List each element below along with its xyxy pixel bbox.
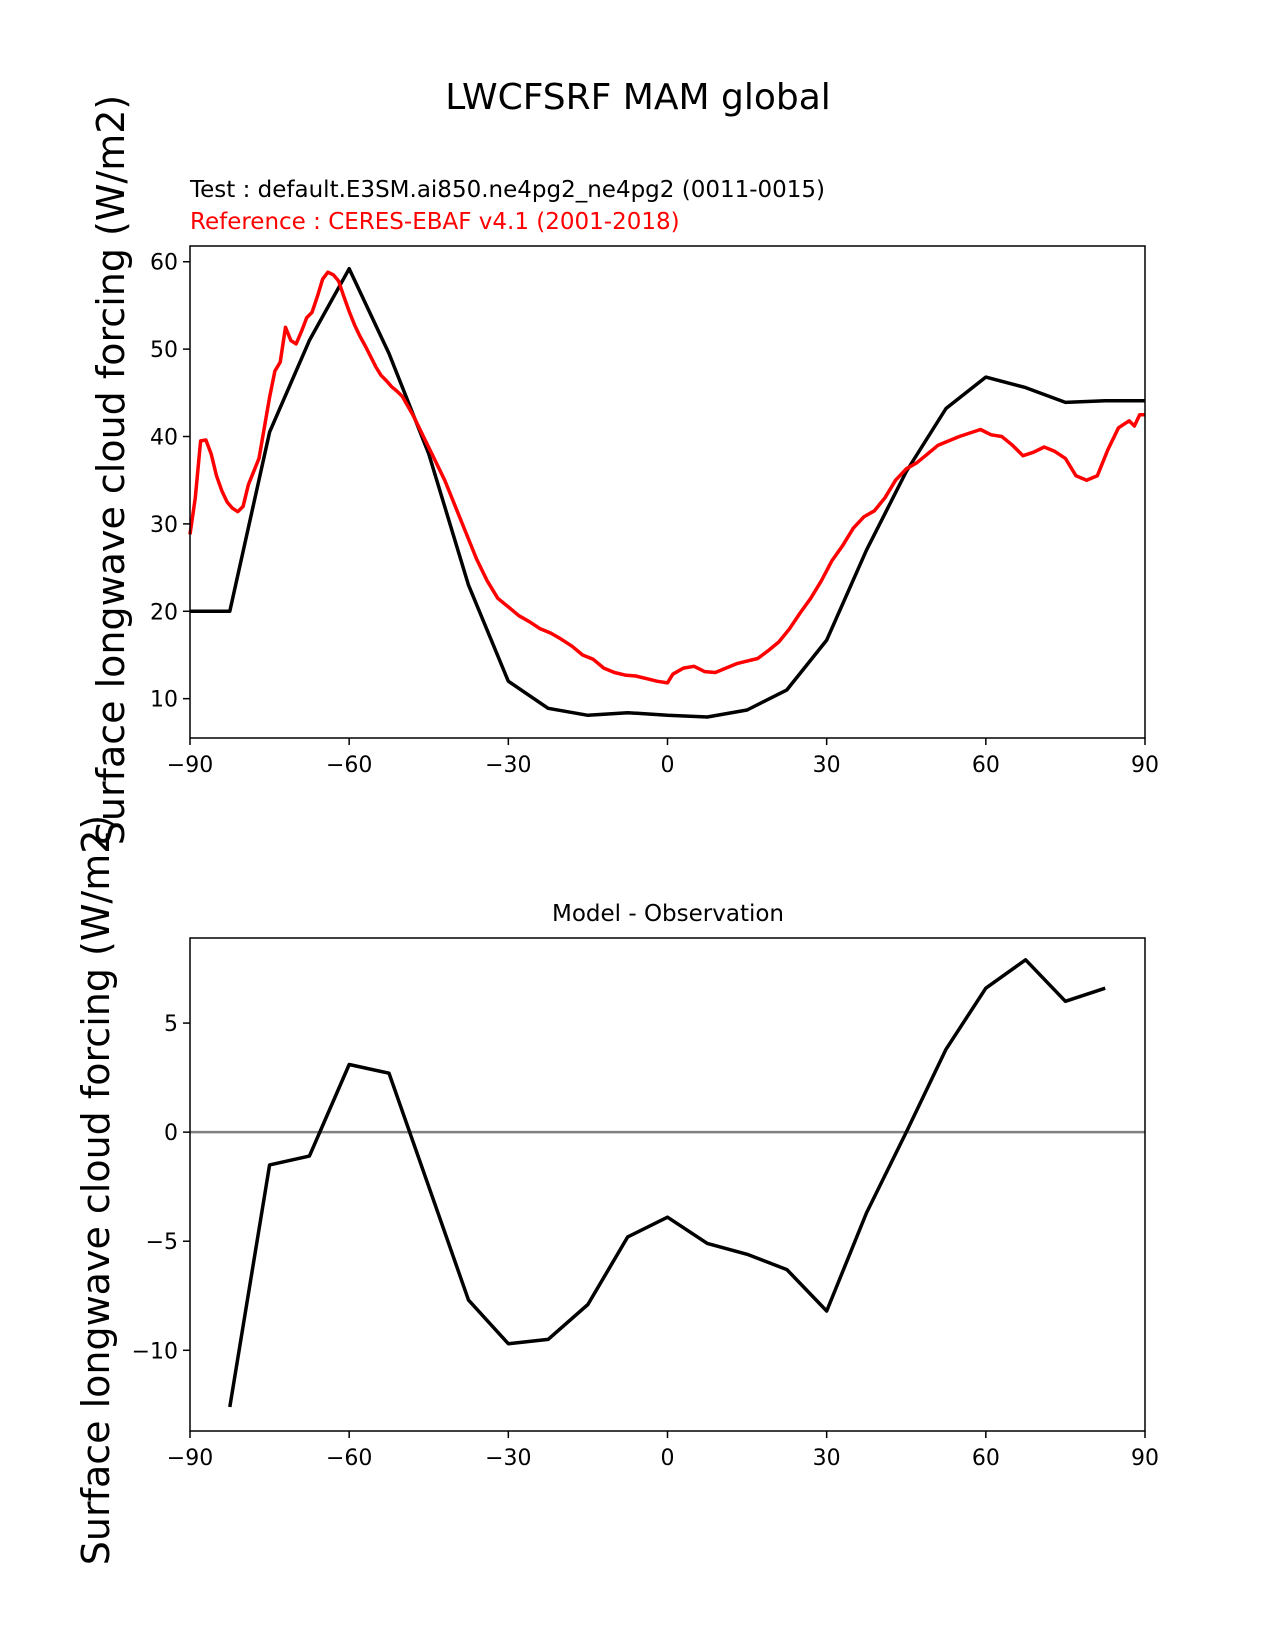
y-tick-label: 40 — [150, 426, 178, 451]
bottom-panel-title: Model - Observation — [552, 901, 784, 927]
x-tick-label: 60 — [972, 1446, 1000, 1471]
y-tick-label: 30 — [150, 513, 178, 538]
bottom-panel: −90 −60 −30 0 30 60 90 −10 −5 0 5 — [132, 937, 1159, 1471]
reference-label: Reference : CERES-EBAF v4.1 (2001-2018) — [190, 209, 680, 235]
top-panel: −90 −60 −30 0 30 60 90 10 20 30 40 50 60 — [150, 245, 1159, 778]
y-tick-label: 60 — [150, 251, 178, 276]
y-tick-label: −5 — [146, 1230, 178, 1255]
top-panel-ylabel: Surface longwave cloud forcing (W/m2) — [89, 95, 133, 846]
x-tick-label: −90 — [167, 753, 213, 778]
y-tick-label: 10 — [150, 688, 178, 713]
x-tick-label: −30 — [485, 1446, 531, 1471]
x-tick-label: −60 — [326, 753, 372, 778]
series-line-0 — [190, 266, 1145, 719]
x-tick-label: −30 — [485, 753, 531, 778]
y-tick-label: 50 — [150, 338, 178, 363]
series-line-0 — [228, 958, 1106, 1408]
figure-title: LWCFSRF MAM global — [445, 77, 831, 118]
x-tick-label: 30 — [813, 1446, 841, 1471]
x-tick-label: 90 — [1131, 1446, 1159, 1471]
y-tick-label: 0 — [164, 1121, 178, 1146]
x-tick-label: −60 — [326, 1446, 372, 1471]
x-tick-label: 90 — [1131, 753, 1159, 778]
y-tick-label: −10 — [132, 1339, 178, 1364]
y-tick-label: 20 — [150, 600, 178, 625]
x-tick-label: 0 — [661, 1446, 675, 1471]
series-line-1 — [188, 270, 1145, 685]
y-tick-label: 5 — [164, 1012, 178, 1037]
bottom-panel-ylabel: Surface longwave cloud forcing (W/m2) — [74, 815, 118, 1566]
x-tick-label: −90 — [167, 1446, 213, 1471]
test-label: Test : default.E3SM.ai850.ne4pg2_ne4pg2 … — [189, 177, 825, 203]
x-tick-label: 60 — [972, 753, 1000, 778]
x-tick-label: 30 — [813, 753, 841, 778]
x-tick-label: 0 — [661, 753, 675, 778]
